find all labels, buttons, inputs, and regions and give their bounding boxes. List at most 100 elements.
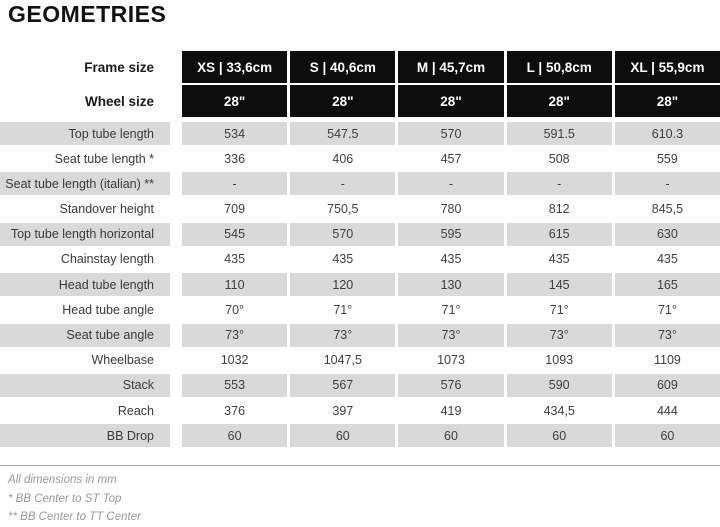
frame-size-label: Frame size <box>84 59 154 75</box>
row-label: Head tube angle <box>62 302 154 317</box>
table-row: Reach 376 397 419 434,5 444 <box>0 399 720 422</box>
value-cell: 1047,5 <box>323 353 362 368</box>
value-cell: 576 <box>398 373 504 397</box>
row-cells: 70° 71° 71° 71° 71° <box>182 298 720 321</box>
value-cell: 457 <box>440 151 462 166</box>
value-cell: 845,5 <box>651 202 684 217</box>
value-cell: 444 <box>656 403 678 418</box>
row-label: Chainstay length <box>60 252 154 267</box>
value-cell: 73° <box>182 323 288 347</box>
table-row: Seat tube length * 336 406 457 508 559 <box>0 147 720 170</box>
row-label: BB Drop <box>0 424 170 448</box>
value-cell: 165 <box>614 273 720 297</box>
row-label: Standover height <box>59 202 154 217</box>
row-cells: 435 435 435 435 435 <box>182 248 720 271</box>
value-cell: 609 <box>614 373 720 397</box>
value-cell: 559 <box>656 151 678 166</box>
row-cells: 534 547.5 570 591.5 610.3 <box>182 122 720 145</box>
value-cell: 71° <box>549 302 569 317</box>
value-cell: 570 <box>398 122 504 145</box>
value-cell: 812 <box>548 202 570 217</box>
value-cell: 130 <box>398 273 504 297</box>
wheel-size-cell: 28" <box>614 85 720 117</box>
row-cells: 1032 1047,5 1073 1093 1109 <box>182 349 720 372</box>
table-row: BB Drop 60 60 60 60 60 <box>0 424 720 448</box>
table-row: Head tube length 110 120 130 145 165 <box>0 273 720 297</box>
value-cell: 73° <box>290 323 396 347</box>
row-label: Stack <box>0 373 170 397</box>
table-footer: All dimensions in mm * BB Center to ST T… <box>0 465 720 527</box>
row-cells: 110 120 130 145 165 <box>182 273 720 297</box>
value-cell: 406 <box>332 151 354 166</box>
value-cell: 595 <box>398 222 504 246</box>
row-label: Seat tube length * <box>54 151 154 166</box>
table-row: Head tube angle 70° 71° 71° 71° 71° <box>0 298 720 321</box>
table-row: Seat tube length (italian) ** - - - - - <box>0 172 720 196</box>
value-cell: 1093 <box>545 353 574 368</box>
value-cell: 397 <box>332 403 354 418</box>
wheel-size-cell: 28" <box>398 85 504 117</box>
row-cells: 553 567 576 590 609 <box>182 373 720 397</box>
value-cell: 780 <box>440 202 462 217</box>
row-cells: 336 406 457 508 559 <box>182 147 720 170</box>
row-label: Top tube length horizontal <box>0 222 170 246</box>
value-cell: 709 <box>224 202 246 217</box>
row-cells: 73° 73° 73° 73° 73° <box>182 323 720 347</box>
value-cell: 615 <box>506 222 612 246</box>
value-cell: 376 <box>224 403 246 418</box>
wheel-size-cell: 28" <box>182 85 288 117</box>
value-cell: 71° <box>657 302 677 317</box>
value-cell: 145 <box>506 273 612 297</box>
table-row: Seat tube angle 73° 73° 73° 73° 73° <box>0 323 720 347</box>
table-row: Wheelbase 1032 1047,5 1073 1093 1109 <box>0 349 720 372</box>
value-cell: - <box>506 172 612 196</box>
frame-size-cell: L | 50,8cm <box>506 51 612 83</box>
frame-size-cell: XL | 55,9cm <box>614 51 720 83</box>
table-row: Top tube length horizontal 545 570 595 615 63… <box>0 222 720 246</box>
footnotes: All dimensions in mm * BB Center to ST T… <box>0 466 720 527</box>
value-cell: 435 <box>440 252 462 267</box>
value-cell: 60 <box>290 424 396 448</box>
value-cell: 70° <box>225 302 245 317</box>
wheel-size-cell: 28" <box>506 85 612 117</box>
value-cell: 591.5 <box>506 122 612 145</box>
value-cell: - <box>182 172 288 196</box>
value-cell: 60 <box>614 424 720 448</box>
table-row: Stack 553 567 576 590 609 <box>0 373 720 397</box>
value-cell: 435 <box>332 252 354 267</box>
row-label: Seat tube angle <box>0 323 170 347</box>
table-body: Top tube length 534 547.5 570 591.5 610.3 Seat… <box>0 122 720 448</box>
value-cell: 60 <box>398 424 504 448</box>
row-label: Reach <box>117 403 154 418</box>
frame-size-cell: XS | 33,6cm <box>182 51 288 83</box>
value-cell: 553 <box>182 373 288 397</box>
footnote-seat-tube: * BB Center to ST Top <box>8 492 122 505</box>
value-cell: 110 <box>182 273 288 297</box>
frame-size-cell: S | 40,6cm <box>290 51 396 83</box>
value-cell: 435 <box>656 252 678 267</box>
value-cell: 73° <box>506 323 612 347</box>
value-cell: 534 <box>182 122 288 145</box>
value-cell: 435 <box>224 252 246 267</box>
row-cells: 545 570 595 615 630 <box>182 222 720 246</box>
wheel-size-label: Wheel size <box>84 93 154 109</box>
row-label: Head tube length <box>0 273 170 297</box>
value-cell: - <box>290 172 396 196</box>
value-cell: 610.3 <box>614 122 720 145</box>
value-cell: 73° <box>398 323 504 347</box>
row-cells: 709 750,5 780 812 845,5 <box>182 198 720 221</box>
value-cell: 1032 <box>220 353 249 368</box>
wheel-size-row: Wheel size 28" 28" 28" 28" 28" <box>0 85 720 117</box>
wheel-size-cell: 28" <box>290 85 396 117</box>
footnote-dimensions: All dimensions in mm <box>8 474 117 486</box>
value-cell: 71° <box>333 302 353 317</box>
value-cell: 567 <box>290 373 396 397</box>
table-row: Chainstay length 435 435 435 435 435 <box>0 248 720 271</box>
footnote-seat-tube-italian: ** BB Center to TT Center <box>8 511 141 523</box>
row-label: Top tube length <box>0 122 170 145</box>
frame-size-cell: M | 45,7cm <box>398 51 504 83</box>
value-cell: 120 <box>290 273 396 297</box>
value-cell: 435 <box>548 252 570 267</box>
wheel-size-cells: 28" 28" 28" 28" 28" <box>182 85 720 117</box>
